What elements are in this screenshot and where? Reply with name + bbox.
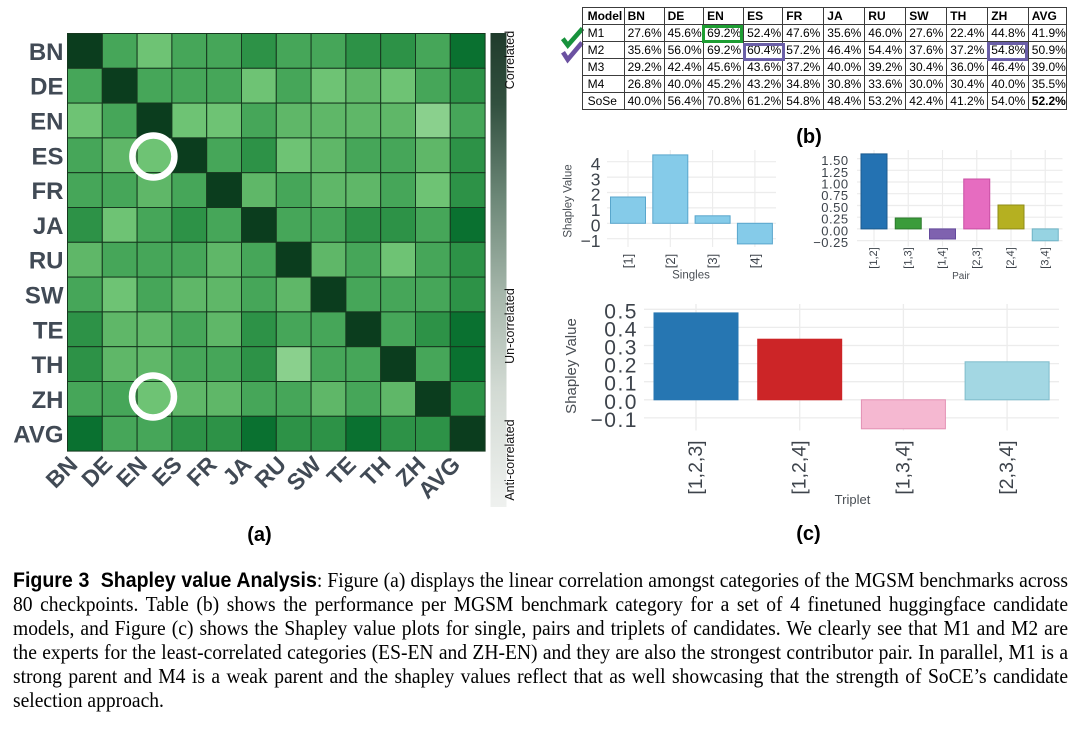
svg-text:[1,2]: [1,2] xyxy=(868,247,880,268)
svg-text:0.3: 0.3 xyxy=(604,337,638,360)
svg-text:[2,4]: [2,4] xyxy=(1005,247,1017,268)
svg-text:DE: DE xyxy=(30,74,63,101)
svg-text:ES: ES xyxy=(147,451,187,491)
svg-text:FR: FR xyxy=(182,451,222,491)
svg-text:JA: JA xyxy=(217,451,256,490)
svg-text:2: 2 xyxy=(591,185,601,205)
svg-text:1: 1 xyxy=(591,200,601,220)
svg-text:[1]: [1] xyxy=(621,254,636,268)
svg-text:[1,2,3]: [1,2,3] xyxy=(685,440,707,494)
svg-text:1.00: 1.00 xyxy=(821,177,848,192)
svg-text:[3]: [3] xyxy=(705,254,720,268)
svg-text:−1: −1 xyxy=(581,231,601,251)
svg-text:−0.1: −0.1 xyxy=(591,409,638,432)
svg-text:Anti-correlated: Anti-correlated xyxy=(503,419,517,500)
svg-text:0.5: 0.5 xyxy=(604,300,638,323)
svg-text:TE: TE xyxy=(322,451,361,490)
svg-text:TE: TE xyxy=(33,317,64,344)
svg-text:1.25: 1.25 xyxy=(821,165,848,180)
svg-text:Shapley Value: Shapley Value xyxy=(563,164,575,237)
svg-text:JA: JA xyxy=(33,213,64,240)
svg-text:AVG: AVG xyxy=(413,451,465,503)
svg-text:[2,3]: [2,3] xyxy=(971,247,983,268)
svg-text:[2,3,4]: [2,3,4] xyxy=(996,440,1018,494)
svg-text:−0.25: −0.25 xyxy=(813,235,848,250)
svg-text:0.75: 0.75 xyxy=(821,188,848,203)
svg-text:SW: SW xyxy=(281,451,326,496)
svg-text:Shapley Value: Shapley Value xyxy=(563,318,580,414)
svg-text:TH: TH xyxy=(32,352,64,379)
svg-text:Un-correlated: Un-correlated xyxy=(503,288,517,364)
svg-text:[1,2,4]: [1,2,4] xyxy=(789,440,811,494)
svg-text:0: 0 xyxy=(591,216,601,236)
svg-text:(b): (b) xyxy=(796,126,822,148)
svg-text:ZH: ZH xyxy=(32,387,64,414)
svg-text:4: 4 xyxy=(591,154,601,174)
svg-text:0.25: 0.25 xyxy=(821,212,848,227)
svg-text:[2]: [2] xyxy=(663,254,678,268)
svg-text:0.0: 0.0 xyxy=(604,391,638,414)
svg-text:[1,3,4]: [1,3,4] xyxy=(892,440,914,494)
svg-text:AVG: AVG xyxy=(13,422,63,449)
svg-text:TH: TH xyxy=(356,451,396,491)
svg-text:Triplet: Triplet xyxy=(835,492,871,507)
svg-text:0.50: 0.50 xyxy=(821,200,848,215)
svg-text:Correlated: Correlated xyxy=(503,31,517,89)
svg-text:[1,3]: [1,3] xyxy=(902,247,914,268)
svg-text:SW: SW xyxy=(25,283,64,310)
svg-text:ES: ES xyxy=(31,143,63,170)
svg-text:(a): (a) xyxy=(247,524,271,546)
svg-text:DE: DE xyxy=(76,451,117,492)
svg-text:Singles: Singles xyxy=(672,270,710,282)
svg-text:1.50: 1.50 xyxy=(821,153,848,168)
svg-text:0.1: 0.1 xyxy=(604,373,638,396)
svg-text:BN: BN xyxy=(29,39,64,66)
svg-text:RU: RU xyxy=(29,248,64,275)
svg-text:EN: EN xyxy=(30,109,63,136)
svg-text:RU: RU xyxy=(249,451,291,493)
svg-text:0.2: 0.2 xyxy=(604,355,638,378)
svg-text:[4]: [4] xyxy=(747,254,762,268)
svg-text:(c): (c) xyxy=(796,523,820,545)
svg-text:0.00: 0.00 xyxy=(821,223,848,238)
svg-text:[1,4]: [1,4] xyxy=(937,247,949,268)
svg-text:3: 3 xyxy=(591,169,601,189)
svg-text:FR: FR xyxy=(32,178,64,205)
svg-text:0.4: 0.4 xyxy=(604,318,638,341)
svg-text:EN: EN xyxy=(111,451,152,492)
svg-text:[3,4]: [3,4] xyxy=(1039,247,1051,268)
svg-text:BN: BN xyxy=(41,451,83,493)
svg-text:Pair: Pair xyxy=(952,271,970,282)
